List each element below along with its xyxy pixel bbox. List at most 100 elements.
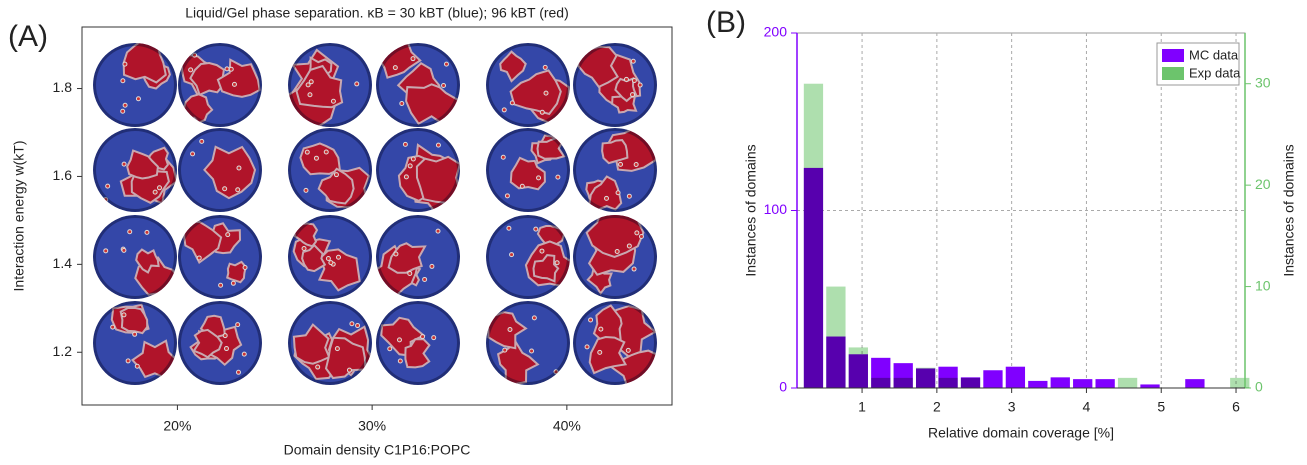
legend-swatch: [1162, 49, 1184, 62]
spot: [407, 163, 413, 169]
sphere-image: [288, 43, 372, 127]
sphere-image: [486, 43, 570, 127]
bar: [803, 83, 824, 388]
spot: [199, 138, 205, 144]
spot: [553, 369, 559, 375]
spot: [588, 317, 594, 323]
spot: [393, 251, 399, 257]
domain-blob: [509, 69, 562, 116]
spot: [305, 82, 311, 88]
spot: [110, 324, 116, 330]
spot: [313, 155, 319, 161]
spot: [307, 92, 313, 98]
spot: [422, 276, 428, 282]
spot: [441, 83, 447, 89]
domain-blob: [135, 248, 160, 274]
spot: [134, 363, 140, 369]
spot: [120, 108, 126, 114]
y2-tick-label: 10: [1255, 277, 1271, 293]
spot: [121, 247, 127, 253]
y-tick-label: 1.2: [53, 343, 73, 359]
domain-blob: [295, 64, 344, 109]
bar: [826, 286, 846, 388]
x-tick-label: 2: [933, 399, 941, 415]
spot: [539, 109, 545, 115]
y-axis-title: Instances of domains: [743, 144, 759, 276]
spot: [225, 232, 231, 238]
sphere-image: [178, 43, 262, 127]
spot: [519, 183, 525, 189]
bar: [1140, 384, 1160, 388]
y-tick-label: 0: [779, 379, 787, 395]
bar: [1185, 379, 1205, 388]
domain-blob: [317, 167, 355, 205]
spot: [188, 67, 194, 73]
spot: [346, 367, 352, 373]
spot: [597, 349, 603, 355]
domain-blob: [601, 139, 629, 165]
spot: [420, 334, 426, 340]
sphere-image: [486, 301, 570, 385]
sphere-image: [288, 301, 372, 385]
spot: [507, 327, 513, 333]
spot: [301, 246, 307, 252]
domain-blob: [588, 175, 623, 211]
y-tick-label: 1.6: [53, 167, 73, 183]
legend-label: Exp data: [1189, 65, 1241, 80]
legend-label: MC data: [1189, 47, 1239, 62]
spot: [354, 81, 360, 87]
x-tick-label: 40%: [553, 418, 581, 434]
domain-blob: [404, 338, 431, 369]
spot: [333, 172, 339, 178]
spot: [315, 364, 321, 370]
spot: [626, 243, 632, 249]
spot: [231, 81, 237, 87]
spot: [135, 96, 141, 102]
bar: [960, 377, 981, 388]
spot: [328, 260, 334, 266]
domain-blob: [577, 45, 619, 89]
y-tick-label: 200: [764, 24, 788, 40]
spot: [638, 233, 644, 239]
spot: [631, 266, 637, 272]
spot: [241, 351, 247, 357]
spot: [630, 58, 636, 64]
spot: [230, 280, 236, 286]
sphere-image: [376, 128, 460, 212]
spot: [435, 142, 441, 148]
spot: [222, 333, 228, 339]
spot: [630, 92, 636, 98]
spot: [631, 77, 637, 83]
spot: [543, 90, 549, 96]
spot: [323, 149, 329, 155]
spot: [615, 190, 621, 196]
spot: [335, 254, 341, 260]
spot: [555, 174, 561, 180]
spot: [509, 100, 515, 106]
spot: [429, 263, 435, 269]
bar: [1005, 366, 1026, 388]
spot: [236, 165, 242, 171]
y2-tick-label: 30: [1255, 74, 1271, 90]
domain-blob: [199, 314, 226, 345]
spot: [156, 185, 162, 191]
spot: [235, 187, 241, 193]
domain-blob: [226, 260, 247, 284]
spot: [435, 228, 441, 234]
sphere-image: [178, 301, 262, 385]
spot: [122, 102, 128, 108]
spot: [533, 226, 539, 232]
spot: [443, 61, 449, 67]
y2-tick-label: 0: [1255, 379, 1263, 395]
domain-blob: [301, 243, 327, 273]
spot: [228, 66, 234, 72]
spot: [242, 265, 248, 270]
spot: [623, 76, 629, 82]
spot: [192, 52, 198, 58]
spot: [536, 175, 542, 181]
spot: [396, 337, 402, 343]
sphere-image: [288, 215, 372, 299]
spot: [500, 154, 506, 160]
spot: [509, 252, 515, 258]
spot: [355, 323, 361, 329]
